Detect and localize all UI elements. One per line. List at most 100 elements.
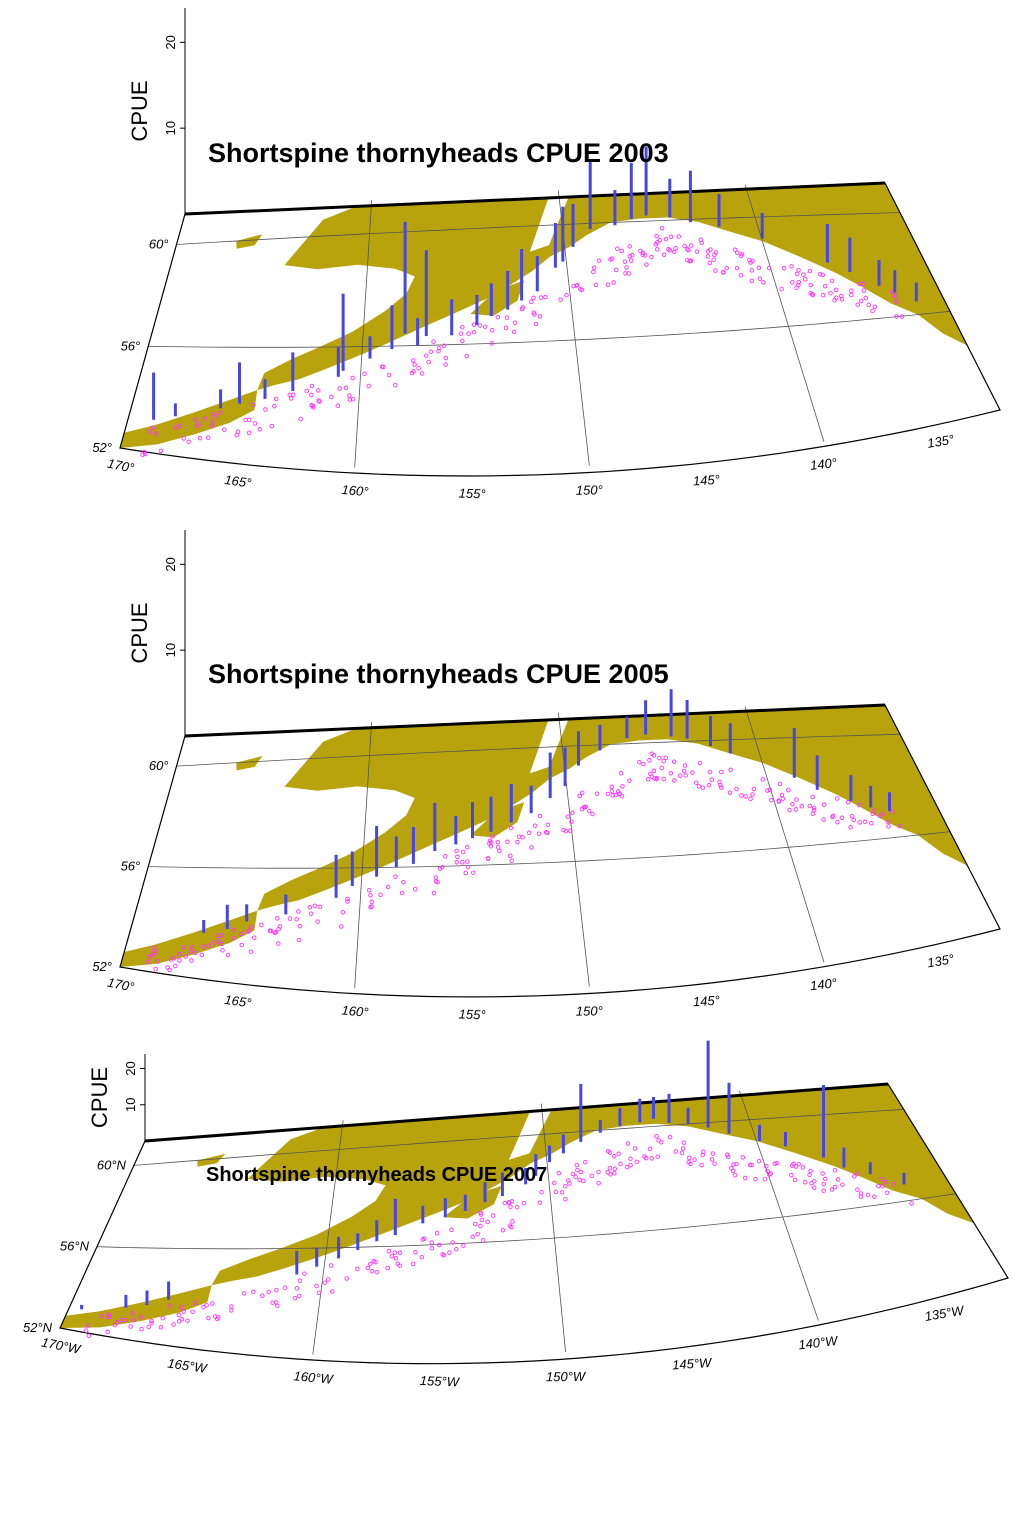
station-point: [218, 410, 223, 415]
station-point: [464, 353, 469, 359]
station-point: [615, 246, 620, 251]
latitude-line: [148, 831, 951, 869]
station-point: [609, 784, 614, 790]
station-point: [216, 939, 222, 944]
station-point: [470, 870, 476, 875]
station-point: [506, 1200, 512, 1205]
cpue-axis-label: CPUE: [87, 1067, 112, 1128]
station-point: [594, 791, 600, 796]
station-point: [596, 258, 602, 263]
station-point: [820, 292, 826, 298]
station-point: [443, 854, 448, 859]
station-point: [876, 1183, 881, 1189]
station-point: [622, 259, 628, 264]
station-point: [543, 294, 548, 300]
station-point: [659, 226, 665, 231]
station-point: [809, 1181, 814, 1186]
station-point: [865, 1192, 871, 1198]
station-point: [605, 1170, 610, 1175]
station-point: [460, 860, 465, 865]
station-point: [657, 238, 662, 243]
station-point: [533, 321, 539, 327]
station-point: [178, 1304, 184, 1310]
station-point: [107, 1314, 113, 1320]
latitude-line: [176, 733, 901, 767]
station-point: [437, 866, 443, 871]
station-point: [699, 240, 704, 246]
station-point: [266, 1289, 271, 1294]
station-point: [738, 253, 744, 259]
station-point: [719, 769, 724, 775]
station-point: [834, 796, 840, 801]
station-point: [613, 267, 619, 273]
station-point: [835, 819, 840, 825]
station-point: [697, 760, 703, 766]
station-point: [350, 396, 356, 402]
station-point: [479, 1217, 485, 1223]
cook-inlet: [529, 712, 572, 774]
station-point: [753, 1176, 758, 1182]
station-point: [431, 890, 437, 896]
station-point: [880, 1183, 885, 1189]
station-point: [692, 1157, 697, 1162]
station-point: [643, 1155, 649, 1161]
station-point: [851, 817, 856, 823]
station-point: [563, 1183, 568, 1189]
station-point: [204, 1303, 209, 1308]
longitude-line: [354, 722, 373, 989]
station-point: [158, 448, 164, 454]
station-point: [694, 249, 700, 254]
station-point: [131, 1317, 137, 1323]
station-point: [428, 349, 434, 354]
landmass: [211, 1084, 975, 1286]
cook-inlet: [529, 190, 572, 252]
station-point: [239, 931, 244, 937]
station-point: [478, 1223, 483, 1229]
station-point: [366, 888, 372, 893]
station-point: [392, 1250, 398, 1255]
station-point: [529, 845, 534, 850]
station-point: [487, 838, 493, 844]
station-point: [764, 1163, 769, 1169]
station-point: [680, 1146, 686, 1151]
longitude-label: 140°: [809, 975, 837, 993]
station-point: [443, 362, 448, 367]
station-point: [276, 941, 281, 946]
station-point: [441, 343, 447, 349]
station-point: [429, 1240, 434, 1245]
station-point: [645, 777, 651, 782]
station-point: [801, 272, 806, 277]
station-point: [167, 967, 172, 973]
station-point: [728, 1166, 734, 1171]
land-layer: [60, 1084, 975, 1328]
station-point: [366, 383, 371, 389]
latitude-labels: 60° 56° 52°: [92, 758, 168, 974]
station-point: [802, 1179, 808, 1185]
station-point: [780, 796, 786, 801]
station-point: [835, 1177, 841, 1182]
station-point: [485, 856, 491, 861]
station-point: [834, 295, 839, 301]
longitude-labels: 170° 165° 160° 155° 150° 145° 140° 135°: [106, 432, 955, 502]
station-point: [857, 820, 862, 825]
station-point: [732, 247, 738, 252]
cpue-tick-label: 20: [163, 35, 178, 49]
station-point: [248, 949, 254, 954]
station-point: [229, 1308, 234, 1313]
station-point: [139, 1326, 144, 1332]
station-point: [477, 323, 483, 328]
station-point: [654, 1134, 659, 1139]
station-point: [728, 767, 733, 773]
station-point: [138, 1314, 144, 1320]
station-point: [707, 769, 713, 775]
station-point: [811, 807, 817, 813]
station-point: [197, 421, 202, 427]
station-point: [181, 945, 187, 950]
station-point: [821, 1181, 826, 1187]
station-point: [183, 954, 188, 959]
station-point: [627, 244, 632, 249]
station-point: [768, 797, 774, 803]
station-point: [545, 822, 551, 827]
station-point: [821, 817, 826, 822]
station-point: [419, 1254, 425, 1260]
